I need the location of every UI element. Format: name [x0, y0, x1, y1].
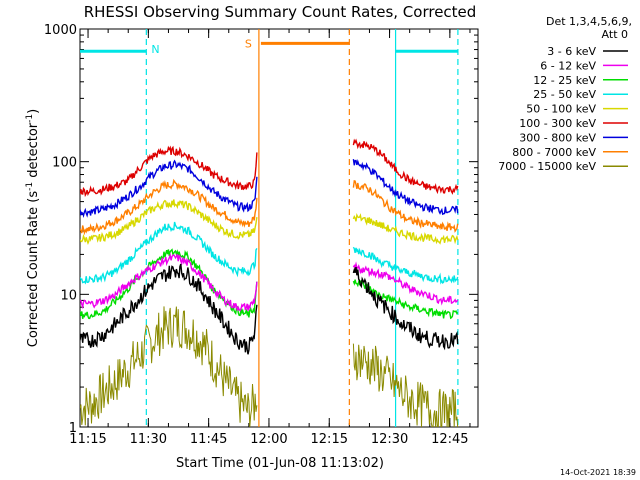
- series-line: [80, 248, 258, 320]
- x-tick-label: 11:15: [69, 432, 106, 447]
- series-line: [352, 180, 459, 233]
- series-line: [352, 266, 459, 351]
- series-line: [80, 199, 258, 246]
- series-line: [352, 343, 459, 427]
- y-axis-label-main: Corrected Count Rate (s: [26, 191, 41, 348]
- series-line: [352, 212, 459, 245]
- x-tick-label: 12:00: [250, 432, 287, 447]
- x-tick-label: 12:30: [371, 432, 408, 447]
- chart-title: RHESSI Observing Summary Count Rates, Co…: [84, 3, 477, 21]
- series-line: [352, 158, 459, 216]
- series-line: [352, 279, 459, 320]
- series-line: [80, 306, 258, 427]
- x-tick-label: 11:30: [130, 432, 167, 447]
- timestamp: 14-Oct-2021 18:39: [560, 468, 636, 477]
- x-tick-label: 12:15: [311, 432, 348, 447]
- plot-area: 11:15 11:30 11:45 12:00 12:15 12:30 12:45 1 10 10…: [44, 23, 479, 447]
- series-line: [352, 138, 459, 195]
- series-line: [80, 221, 258, 285]
- x-tick-label: 12:45: [431, 432, 468, 447]
- y-axis-label: Corrected Count Rate (s-1 detector-1): [25, 109, 41, 347]
- series-line: [352, 261, 459, 306]
- series-line: [80, 159, 258, 218]
- legend-entry-label: 7000 - 15000 keV: [498, 160, 596, 173]
- y-axis-label-end: ): [26, 109, 41, 114]
- y-tick-label: 1: [69, 421, 77, 436]
- series-line: [80, 252, 258, 312]
- y-axis-label-mid: detector: [26, 122, 41, 182]
- legend-entry-label: 3 - 6 keV: [547, 45, 596, 58]
- legend-entry-label: 25 - 50 keV: [533, 88, 596, 101]
- y-tick-label: 1000: [44, 23, 77, 38]
- legend-header-line1: Det 1,3,4,5,6,9,: [546, 15, 632, 28]
- saa-marker-label: S: [245, 37, 252, 50]
- legend-header-line2: Att 0: [602, 28, 628, 41]
- legend-entry-label: 12 - 25 keV: [533, 74, 596, 87]
- legend-entry-label: 50 - 100 keV: [526, 103, 596, 116]
- night-marker-label: N: [151, 43, 159, 56]
- legend-entry-label: 300 - 800 keV: [519, 131, 596, 144]
- x-tick-label: 11:45: [190, 432, 227, 447]
- series-line: [80, 263, 258, 355]
- y-axis-label-sup2: -1: [25, 114, 35, 123]
- series-line: [352, 246, 459, 285]
- series-line: [80, 145, 258, 198]
- series-line: [80, 178, 258, 236]
- series-group: [80, 138, 459, 427]
- legend-entry-label: 6 - 12 keV: [540, 59, 596, 72]
- x-axis-label: Start Time (01-Jun-08 11:13:02): [176, 456, 384, 471]
- legend-entry-label: 100 - 300 keV: [519, 117, 596, 130]
- legend-entry-label: 800 - 7000 keV: [512, 146, 596, 159]
- y-tick-label: 10: [60, 288, 77, 303]
- plot-frame: [79, 28, 479, 428]
- y-tick-label: 100: [52, 156, 77, 171]
- y-axis-label-sup: -1: [25, 182, 35, 191]
